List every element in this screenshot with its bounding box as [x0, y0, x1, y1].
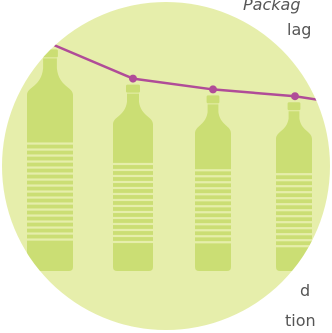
- text-fragment-lag: lag: [287, 20, 312, 39]
- text-fragment-tion: tion: [285, 311, 316, 330]
- chart-background-circle: [2, 2, 330, 330]
- text-fragment-package: Packag: [243, 0, 301, 14]
- text-fragment-d: d: [300, 281, 311, 300]
- data-point: [46, 39, 54, 48]
- data-point: [291, 92, 299, 101]
- bottle-icon: [275, 102, 313, 271]
- bottle-bars: [26, 49, 313, 272]
- data-point: [129, 74, 137, 83]
- bottle-icon: [194, 95, 232, 272]
- bottle-icon: [26, 49, 74, 271]
- bottle-icon: [112, 84, 154, 271]
- data-point: [209, 85, 217, 94]
